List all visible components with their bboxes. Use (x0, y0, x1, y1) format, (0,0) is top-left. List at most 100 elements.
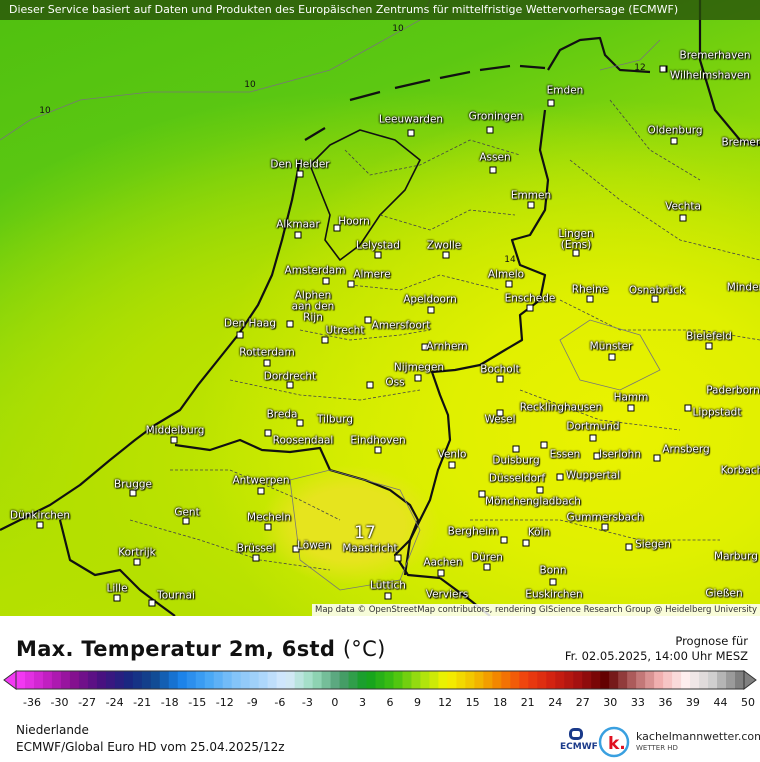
color-scale-segment (537, 671, 547, 689)
city-label: Lingen (Ems) (558, 228, 594, 251)
city-marker (478, 490, 486, 498)
brand-subtitle: WETTER HD (636, 744, 678, 752)
color-scale-segment (222, 671, 233, 689)
color-scale-segment (591, 671, 601, 689)
color-scale-segment (357, 671, 368, 689)
border-nl-de (403, 109, 550, 576)
city-marker (627, 404, 635, 412)
city-label: Assen (479, 151, 511, 164)
city-label: Lelystad (356, 239, 400, 252)
color-scale-segment (609, 671, 619, 689)
map-borders (0, 0, 760, 616)
color-scale-segment (627, 671, 637, 689)
city-label: Marburg (714, 550, 758, 563)
scale-tick-label: 39 (685, 696, 700, 709)
city-marker (651, 295, 659, 303)
city-marker (182, 517, 190, 525)
kachelmann-logo-icon[interactable]: k. (598, 726, 630, 758)
color-scale-segment (456, 671, 466, 689)
color-scale-segment (519, 671, 529, 689)
color-scale-segment (285, 671, 296, 689)
city-marker (286, 381, 294, 389)
city-marker (133, 558, 141, 566)
city-marker (489, 166, 497, 174)
city-marker (589, 434, 597, 442)
forecast-label: Prognose für (675, 634, 748, 648)
scale-frame (15, 670, 745, 690)
ecmwf-logo-text: ECMWF (560, 742, 598, 752)
city-marker (264, 429, 272, 437)
city-marker (670, 137, 678, 145)
color-scale-segment (186, 671, 197, 689)
city-marker (366, 381, 374, 389)
city-marker (625, 543, 633, 551)
city-marker (374, 251, 382, 259)
weather-map[interactable]: Dieser Service basiert auf Daten und Pro… (0, 0, 760, 616)
color-scale-segment (726, 671, 736, 689)
color-scale-segment (582, 671, 592, 689)
color-scale-segment (447, 671, 457, 689)
scale-tick-label: -27 (78, 696, 97, 709)
map-attribution[interactable]: Map data © OpenStreetMap contributors, r… (312, 604, 760, 616)
color-scale-segment (681, 671, 691, 689)
color-scale-segment (159, 671, 170, 689)
city-label: Lüttich (370, 579, 406, 592)
color-scale-segment (654, 671, 664, 689)
color-scale-segment (510, 671, 520, 689)
city-label: Utrecht (325, 324, 365, 337)
scale-tick-label: 18 (493, 696, 508, 709)
color-scale-segment (501, 671, 511, 689)
city-label: Wuppertal (565, 469, 621, 482)
color-scale-segment (564, 671, 574, 689)
city-marker (522, 539, 530, 547)
scale-tick-label: 27 (575, 696, 590, 709)
color-scale-segment (195, 671, 206, 689)
city-label: Groningen (468, 110, 524, 123)
scale-tick-label: -24 (105, 696, 124, 709)
city-marker (505, 280, 513, 288)
contour-label: 14 (504, 255, 516, 265)
title-text: Max. Temperatur 2m, 6std (16, 637, 336, 661)
city-marker (292, 545, 300, 553)
city-marker (608, 353, 616, 361)
city-marker (333, 224, 341, 232)
city-marker (483, 563, 491, 571)
wadden-islands (304, 64, 546, 141)
color-scale-bar (3, 670, 757, 690)
city-marker (527, 201, 535, 209)
color-scale-segment (393, 671, 403, 689)
city-marker (705, 342, 713, 350)
city-marker (437, 569, 445, 577)
color-scale-segment (483, 671, 493, 689)
city-marker (659, 65, 667, 73)
city-label: Apeldoorn (403, 293, 457, 306)
brand-name[interactable]: kachelmannwetter.com (636, 730, 760, 743)
city-label: Amersfoort (371, 319, 431, 332)
city-label: Lippstadt (692, 406, 742, 419)
color-scale-segment (204, 671, 215, 689)
color-scale-segment (411, 671, 421, 689)
color-scale-segment (573, 671, 583, 689)
city-label: Vechta (665, 200, 701, 213)
color-scale-segment (348, 671, 359, 689)
scale-tick-label: 6 (386, 696, 394, 709)
color-scale-segment (618, 671, 628, 689)
color-scale-segment (105, 671, 116, 689)
color-scale-segment (132, 671, 143, 689)
scale-tick-label: -15 (188, 696, 207, 709)
city-marker (384, 592, 392, 600)
city-label: Aachen (423, 556, 463, 569)
city-label: Verviers (425, 588, 469, 601)
city-label: Rotterdam (239, 346, 295, 359)
scale-tick-label: -9 (246, 696, 258, 709)
city-marker (496, 409, 504, 417)
city-marker (322, 277, 330, 285)
scale-tick-label: -12 (215, 696, 234, 709)
city-marker (684, 404, 692, 412)
city-label: Bielefeld (686, 330, 732, 343)
scale-tick-label: -18 (160, 696, 179, 709)
city-label: Siegen (635, 538, 671, 551)
city-label: Arnsberg (662, 443, 710, 456)
city-marker (540, 441, 548, 449)
color-scale-segment (168, 671, 179, 689)
